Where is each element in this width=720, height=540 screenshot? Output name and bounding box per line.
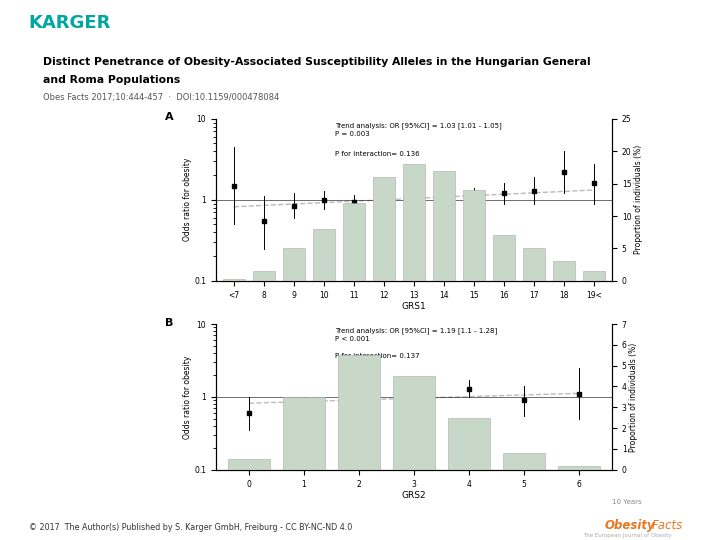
Bar [283,248,305,281]
Bar [222,279,246,281]
Text: and Roma Populations: and Roma Populations [43,75,181,85]
Y-axis label: Proportion of individuals (%): Proportion of individuals (%) [634,145,643,254]
Bar [463,190,485,281]
Bar [582,271,606,281]
Bar [492,235,516,281]
Bar [253,271,275,281]
Bar [449,418,490,470]
Text: P for interaction= 0.136: P for interaction= 0.136 [335,151,420,157]
Bar [433,171,455,281]
Text: P for interaction= 0.137: P for interaction= 0.137 [335,353,420,359]
Text: The European Journal of Obesity: The European Journal of Obesity [583,534,672,538]
Bar [373,177,395,281]
Text: Trend analysis: OR [95%CI] = 1.19 [1.1 - 1.28]
P < 0.001: Trend analysis: OR [95%CI] = 1.19 [1.1 -… [335,327,497,342]
Bar [228,460,269,470]
Y-axis label: Odds ratio for obesity: Odds ratio for obesity [182,355,192,438]
Bar [393,376,435,470]
Text: A: A [164,112,173,123]
Bar [338,355,379,470]
Bar [343,203,365,281]
Text: Obesity: Obesity [605,519,655,532]
Y-axis label: Odds ratio for obesity: Odds ratio for obesity [182,158,192,241]
Bar [284,397,325,470]
Bar [503,453,544,470]
X-axis label: GRS1: GRS1 [402,302,426,311]
Text: KARGER: KARGER [29,14,111,31]
Bar [312,229,336,281]
Bar [523,248,545,281]
X-axis label: GRS2: GRS2 [402,491,426,500]
Text: Distinct Penetrance of Obesity-Associated Susceptibility Alleles in the Hungaria: Distinct Penetrance of Obesity-Associate… [43,57,591,67]
Y-axis label: Proportion of individuals (%): Proportion of individuals (%) [629,342,639,451]
Text: Facts: Facts [652,519,683,532]
Bar [553,261,575,281]
Bar [559,465,600,470]
Text: 10 Years: 10 Years [611,499,642,505]
Text: Obes Facts 2017;10:444-457  ·  DOI:10.1159/000478084: Obes Facts 2017;10:444-457 · DOI:10.1159… [43,93,279,102]
Text: B: B [164,318,173,328]
Text: Trend analysis: OR [95%CI] = 1.03 [1.01 - 1.05]
P = 0.003: Trend analysis: OR [95%CI] = 1.03 [1.01 … [335,122,502,137]
Text: © 2017  The Author(s) Published by S. Karger GmbH, Freiburg - CC BY-NC-ND 4.0: © 2017 The Author(s) Published by S. Kar… [29,523,352,532]
Bar [402,164,426,281]
